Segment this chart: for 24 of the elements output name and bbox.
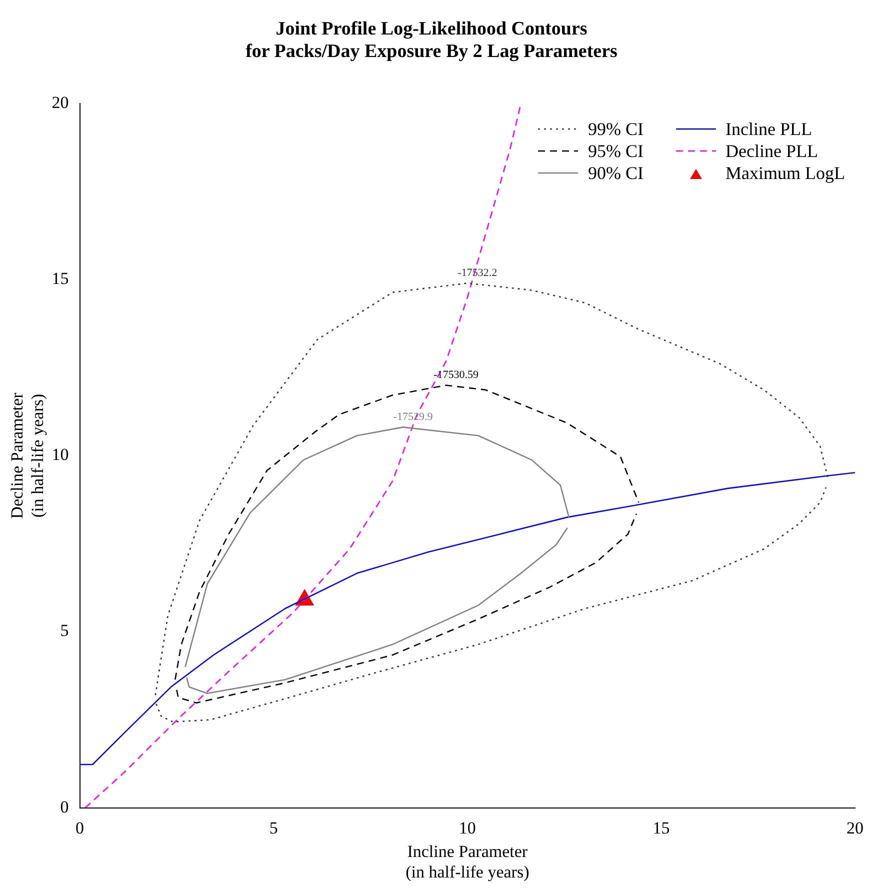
legend-label: Incline PLL — [726, 118, 812, 140]
y-tick-label: 15 — [52, 269, 69, 288]
x-tick-label: 5 — [269, 818, 278, 838]
chart-title: Joint Profile Log-Likelihood Contours for Packs/Day Exposure By 2 Lag Parameters — [246, 18, 618, 62]
y-axis-title: Decline Parameter (in half-life years) — [8, 392, 48, 519]
line-series — [156, 486, 827, 723]
x-tick-label: 15 — [652, 818, 670, 838]
x-tick-label: 20 — [846, 818, 864, 838]
line-series — [174, 384, 640, 680]
legend-label: Decline PLL — [726, 140, 818, 162]
legend-label: 99% CI — [588, 118, 644, 140]
y-tick-label: 10 — [52, 445, 69, 464]
legend-label: 90% CI — [588, 162, 644, 184]
x-tick-label: 10 — [458, 818, 476, 838]
annotation: -17530.59 — [434, 369, 480, 382]
y-tick-label: 0 — [60, 797, 69, 816]
line-series — [176, 513, 638, 704]
x-axis-title: Incline Parameter (in half-life years) — [406, 842, 530, 882]
line-series — [154, 282, 829, 696]
x-tick-label: 0 — [76, 818, 84, 838]
legend-label: 95% CI — [588, 140, 644, 162]
y-tick-label: 20 — [52, 93, 69, 112]
y-tick-label: 5 — [60, 621, 69, 640]
legend-label: Maximum LogL — [726, 162, 845, 184]
